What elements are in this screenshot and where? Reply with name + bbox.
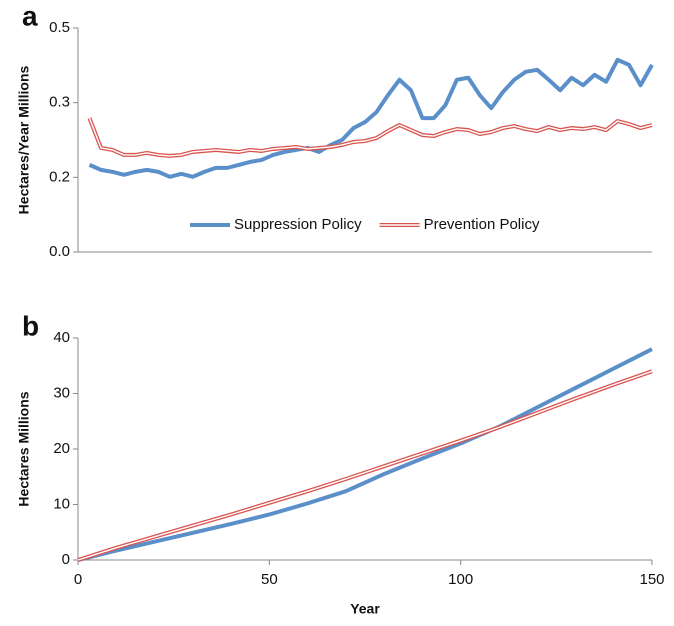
series-line: [77, 347, 653, 562]
y-tick-label: 0.0: [49, 243, 70, 260]
y-tick-label: 0.5: [49, 19, 70, 36]
y-axis-title: Hectares Millions: [16, 391, 32, 506]
y-tick-label: 0: [62, 551, 70, 568]
y-tick-label: 20: [53, 440, 70, 457]
y-axis-title: Hectares/Year Millions: [16, 65, 32, 214]
x-tick-label: 50: [261, 571, 278, 588]
legend-label: Suppression Policy: [234, 216, 362, 233]
panel-label: a: [22, 0, 38, 31]
series-line: [88, 57, 654, 179]
x-axis-title: Year: [350, 601, 380, 617]
x-tick-label: 0: [74, 571, 82, 588]
y-tick-label: 10: [53, 495, 70, 512]
series-line: [87, 117, 653, 158]
x-tick-label: 150: [639, 571, 664, 588]
series-line: [77, 369, 653, 562]
series-line-core: [88, 117, 653, 157]
x-tick-label: 100: [448, 571, 473, 588]
legend-label: Prevention Policy: [424, 216, 540, 233]
panel-label: b: [22, 310, 39, 341]
y-tick-label: 0.2: [49, 168, 70, 185]
y-tick-label: 40: [53, 329, 70, 346]
y-tick-label: 0.3: [49, 94, 70, 111]
series-line-core: [77, 370, 653, 561]
y-tick-label: 30: [53, 384, 70, 401]
